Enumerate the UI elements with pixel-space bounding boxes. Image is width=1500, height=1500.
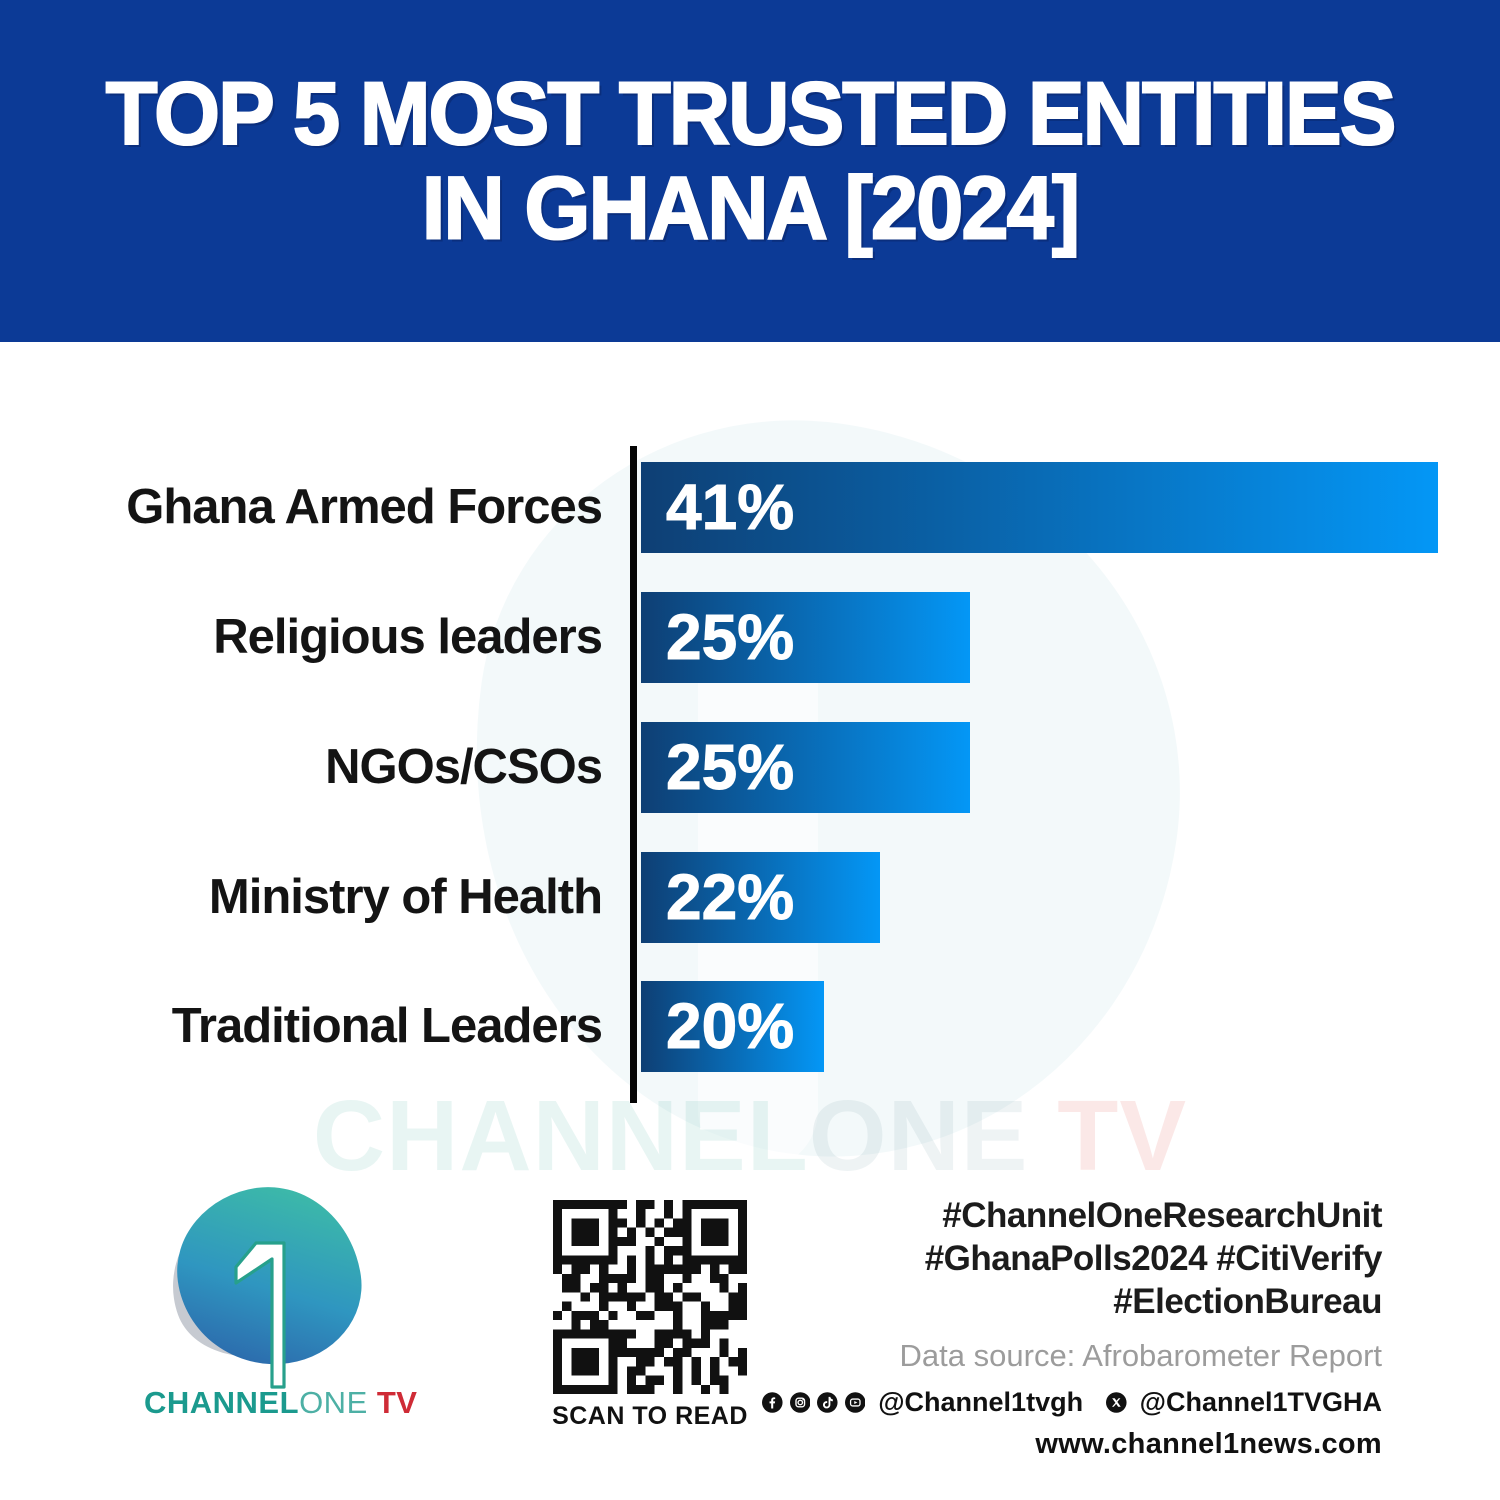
channel-one-tv-watermark: CHANNELONE TV bbox=[0, 1086, 1500, 1186]
watermark-tv: TV bbox=[1028, 1080, 1188, 1192]
hashtag-line: #ElectionBureau bbox=[1113, 1282, 1382, 1321]
category-label: Religious leaders bbox=[213, 610, 603, 664]
footer-right-column: #ChannelOneResearchUnit #GhanaPolls2024 … bbox=[761, 1194, 1383, 1461]
bar-row: NGOs/CSOs 25% bbox=[0, 722, 1500, 813]
bar: 41% bbox=[641, 462, 1438, 553]
instagram-icon bbox=[789, 1391, 811, 1413]
bar-row: Ministry of Health 22% bbox=[0, 852, 1500, 943]
logo-wordmark: CHANNELONE TV bbox=[144, 1385, 468, 1421]
bar-row: Religious leaders 25% bbox=[0, 592, 1500, 683]
logo-digit-one bbox=[234, 1241, 286, 1389]
category-label: Traditional Leaders bbox=[171, 999, 603, 1053]
chart-axis-line bbox=[630, 446, 637, 1103]
website-url: www.channel1news.com bbox=[1035, 1428, 1382, 1460]
handle-x: @Channel1TVGHA bbox=[1139, 1386, 1382, 1417]
bar: 25% bbox=[641, 722, 970, 813]
bar-row: Ghana Armed Forces 41% bbox=[0, 462, 1500, 553]
social-row: @Channel1tvgh @Channel1TVGHA bbox=[761, 1384, 1382, 1420]
watermark-one: ONE bbox=[808, 1080, 1029, 1192]
logo-wordmark-one: ONE bbox=[299, 1385, 368, 1420]
youtube-icon bbox=[844, 1391, 866, 1413]
hashtag-line: #ChannelOneResearchUnit bbox=[942, 1196, 1382, 1235]
category-label: Ghana Armed Forces bbox=[126, 480, 603, 534]
value-label: 22% bbox=[665, 861, 795, 934]
logo-wordmark-tv: TV bbox=[367, 1385, 418, 1420]
facebook-icon bbox=[761, 1391, 783, 1413]
page-title: TOP 5 MOST TRUSTED ENTITIES IN GHANA [20… bbox=[0, 0, 1500, 259]
bar-row: Traditional Leaders 20% bbox=[0, 981, 1500, 1072]
x-icon bbox=[1106, 1391, 1127, 1413]
bar: 22% bbox=[641, 852, 880, 943]
hashtags-block: #ChannelOneResearchUnit #GhanaPolls2024 … bbox=[762, 1194, 1383, 1323]
qr-label: SCAN TO READ bbox=[552, 1402, 748, 1430]
logo-wordmark-channel: CHANNEL bbox=[144, 1385, 300, 1420]
tiktok-icon bbox=[817, 1391, 838, 1413]
value-label: 41% bbox=[665, 471, 795, 544]
data-source-note: Data source: Afrobarometer Report bbox=[899, 1338, 1382, 1373]
page-title-line1: TOP 5 MOST TRUSTED ENTITIES bbox=[105, 64, 1398, 164]
watermark-channel: CHANNEL bbox=[312, 1080, 809, 1192]
category-label: NGOs/CSOs bbox=[325, 740, 603, 794]
bar: 20% bbox=[641, 981, 824, 1072]
bar: 25% bbox=[641, 592, 970, 683]
channel-one-logo: CHANNELONE TV bbox=[138, 1171, 468, 1435]
page-title-line2: IN GHANA [2024] bbox=[421, 158, 1081, 259]
category-label: Ministry of Health bbox=[208, 870, 603, 924]
hashtag-line: #GhanaPolls2024 #CitiVerify bbox=[924, 1239, 1383, 1278]
header-banner: TOP 5 MOST TRUSTED ENTITIES IN GHANA [20… bbox=[0, 0, 1500, 342]
handle-main: @Channel1tvgh bbox=[878, 1386, 1084, 1417]
value-label: 25% bbox=[665, 601, 795, 674]
value-label: 25% bbox=[665, 731, 795, 804]
qr-code bbox=[553, 1200, 747, 1394]
value-label: 20% bbox=[665, 990, 795, 1063]
